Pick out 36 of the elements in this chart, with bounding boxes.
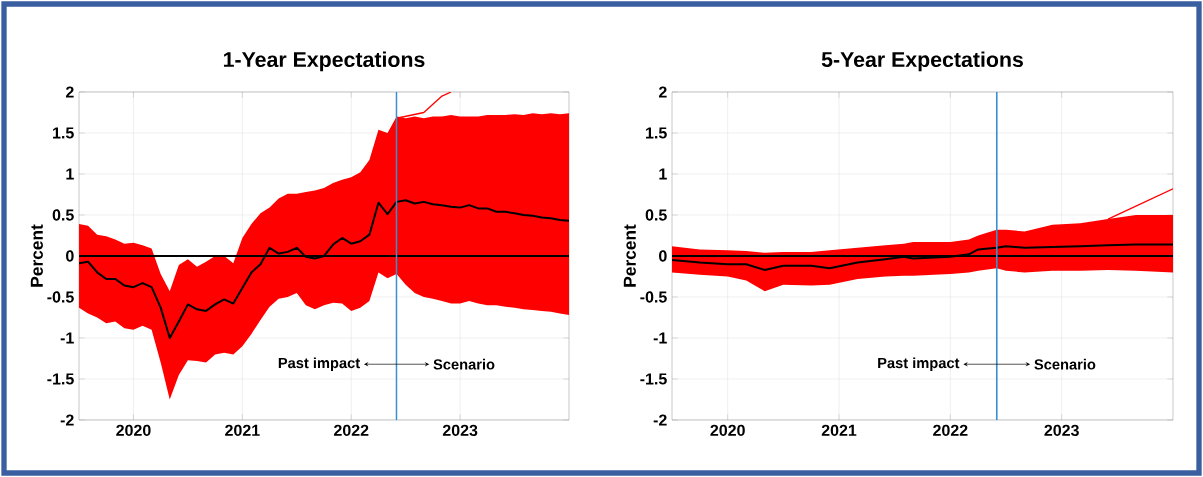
y-axis-title: Percent: [30, 224, 43, 287]
y-tick-label: -1.5: [47, 373, 74, 385]
x-tick-label: 2023: [1044, 424, 1079, 437]
x-tick-label: 2021: [821, 424, 857, 437]
annotation: Past impact: [878, 357, 960, 372]
annotation: Scenario: [433, 358, 495, 370]
y-tick-label: 1: [659, 168, 667, 180]
annotation: Past impact: [278, 357, 360, 372]
y-tick-label: 1.5: [646, 127, 667, 139]
y-tick-label: -1.5: [640, 373, 667, 385]
x-tick-label: 2022: [334, 424, 369, 437]
y-tick-label: 0.5: [645, 209, 667, 221]
y-tick-label: 0: [66, 250, 74, 262]
x-tick-label: 2020: [116, 424, 151, 437]
y-tick-label: 0.5: [52, 209, 74, 221]
y-tick-label: 1: [66, 168, 74, 180]
chart-title: 1-Year Expectations: [223, 51, 425, 72]
line-series: [672, 243, 1173, 271]
line-series: [79, 199, 570, 339]
y-tick-label: -1: [653, 332, 667, 344]
y-axis-title: Percent: [623, 224, 636, 287]
y-tick-label: -0.5: [47, 291, 74, 303]
y-tick-label: -0.5: [640, 291, 667, 303]
y-tick-label: -2: [60, 414, 74, 426]
y-tick-label: 2: [658, 86, 667, 98]
x-tick-label: 2020: [710, 424, 745, 437]
y-tick-label: -1: [60, 332, 74, 344]
x-tick-label: 2023: [442, 424, 478, 437]
y-tick-label: 2: [65, 86, 74, 98]
y-tick-label: 1.5: [53, 127, 74, 139]
chart-title: 5-Year Expectations: [821, 51, 1023, 72]
x-tick-label: 2021: [225, 424, 260, 437]
annotation: Scenario: [1034, 358, 1096, 370]
y-tick-label: -2: [653, 414, 667, 426]
y-tick-label: 0: [659, 250, 667, 262]
x-tick-label: 2022: [933, 424, 968, 437]
